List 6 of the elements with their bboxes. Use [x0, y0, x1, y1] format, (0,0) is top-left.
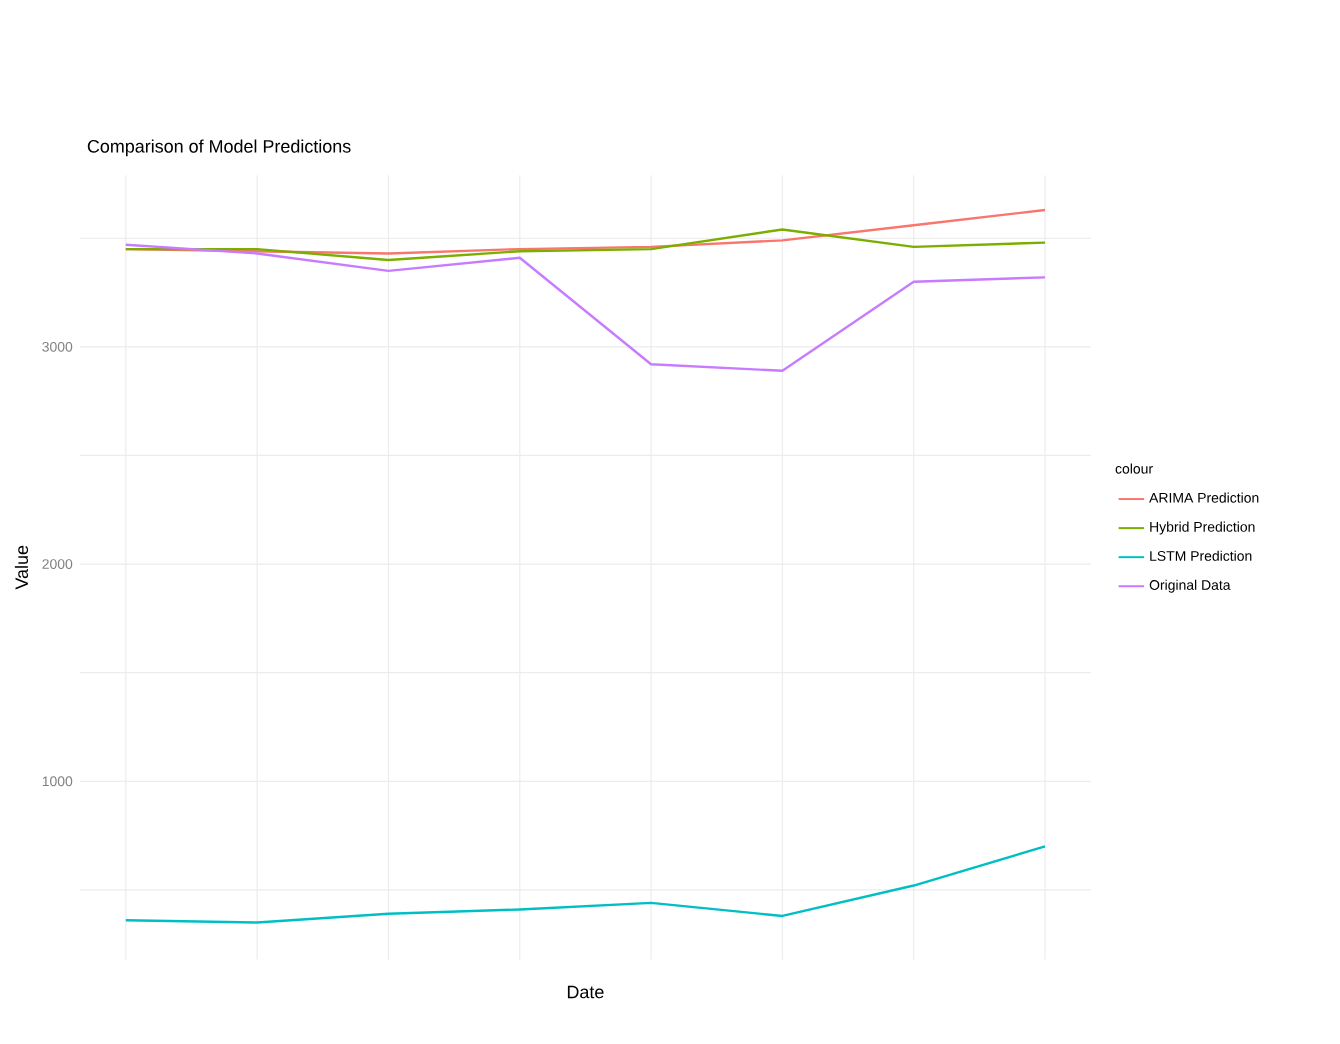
x-axis-title: Date — [567, 985, 604, 998]
line-series — [124, 844, 1047, 924]
chart-title: Comparison of Model Predictions — [87, 139, 351, 156]
line-series — [124, 243, 1047, 372]
y-axis-title: Value — [14, 545, 29, 590]
line-series — [124, 227, 1047, 261]
